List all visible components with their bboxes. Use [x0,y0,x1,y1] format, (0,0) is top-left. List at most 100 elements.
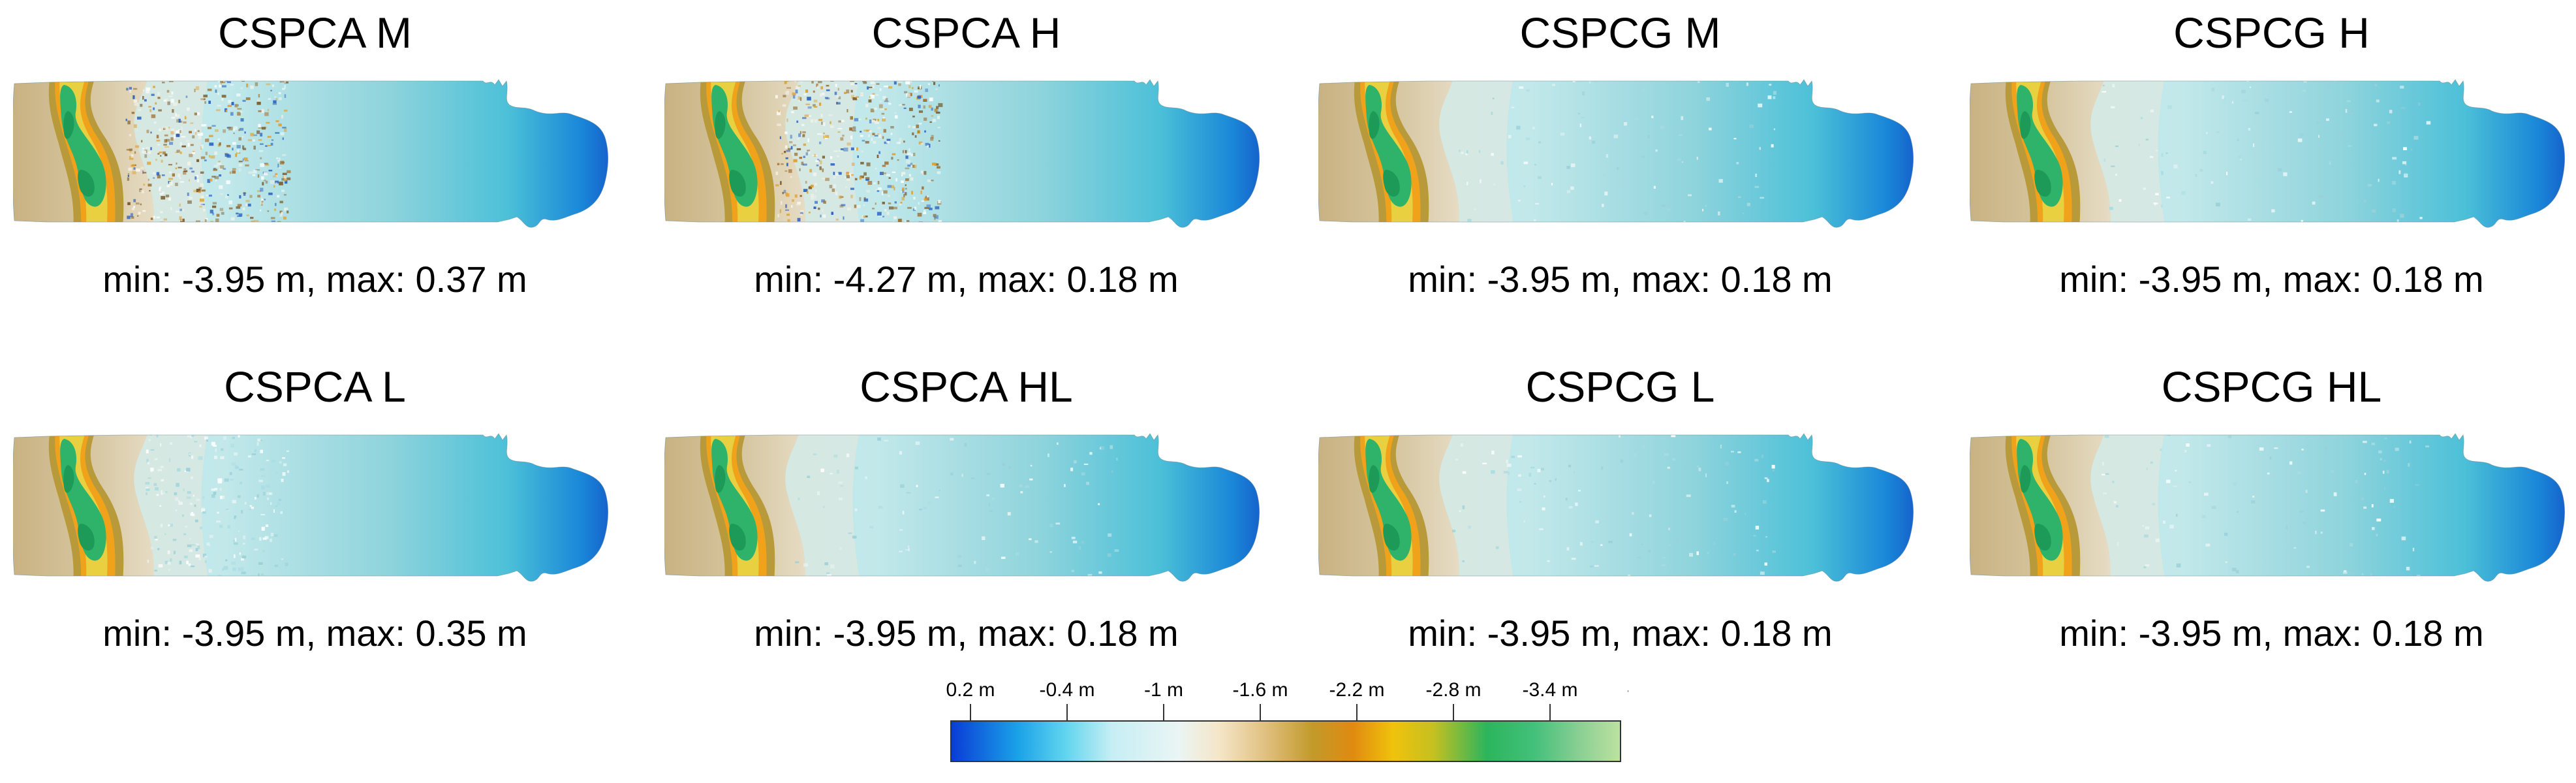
noise-speck [204,219,207,222]
noise-speck [200,526,202,530]
noise-speck [1072,540,1078,543]
noise-speck [901,189,905,193]
noise-speck [216,520,221,523]
noise-speck [133,167,136,170]
noise-speck [823,200,826,204]
noise-speck [865,476,867,479]
noise-speck [2408,463,2410,467]
noise-speck [279,461,282,464]
noise-speck [267,136,272,138]
noise-speck [877,154,879,158]
noise-speck [262,182,264,185]
noise-speck [190,513,194,516]
noise-speck [189,197,193,199]
noise-speck [918,202,920,205]
noise-speck [870,95,875,99]
noise-speck [253,169,257,174]
noise-speck [189,549,193,552]
noise-speck [1549,480,1552,483]
noise-speck [125,118,127,121]
noise-speck [278,157,281,160]
noise-speck [2232,101,2234,104]
noise-speck [971,477,975,479]
panel-range: min: -3.95 m, max: 0.37 m [102,259,527,300]
noise-speck [273,175,277,178]
noise-speck [2211,88,2214,91]
noise-speck [783,95,786,97]
noise-speck [238,129,240,131]
noise-speck [799,81,803,83]
noise-speck [1519,86,1524,89]
noise-speck [1086,481,1089,485]
noise-speck [923,118,927,121]
noise-speck [200,133,204,136]
noise-speck [159,505,162,507]
noise-speck [191,544,196,546]
noise-speck [1492,97,1495,100]
noise-speck [778,110,780,113]
noise-speck [1760,197,1764,199]
noise-speck [150,547,153,549]
noise-speck [878,134,881,138]
noise-speck [845,176,846,178]
noise-speck [2338,133,2343,136]
noise-speck [788,148,792,150]
noise-speck [1591,541,1594,543]
noise-speck [2160,449,2162,451]
noise-speck [135,145,140,148]
noise-speck [191,511,193,514]
noise-speck [273,100,277,104]
panel-range: min: -3.95 m, max: 0.35 m [102,613,527,654]
noise-speck [2350,112,2354,115]
noise-speck [888,202,892,204]
noise-speck [184,116,187,120]
colorbar-tick-label: 0.2 m [946,679,995,701]
noise-speck [1641,543,1643,545]
noise-speck [219,174,222,177]
noise-speck [833,176,836,179]
noise-speck [1057,442,1059,445]
noise-speck [2241,89,2246,93]
noise-speck [922,186,924,190]
noise-speck [2150,109,2154,113]
noise-speck [785,209,789,211]
noise-speck [188,563,191,566]
noise-speck [256,441,259,446]
noise-speck [2296,510,2298,512]
noise-speck [217,575,223,577]
noise-speck [2235,569,2239,573]
noise-speck [1633,453,1636,456]
noise-speck [845,186,848,188]
noise-speck [803,93,807,96]
noise-speck [830,125,834,128]
noise-speck [1698,468,1701,471]
noise-speck [888,103,892,105]
noise-speck [1637,556,1641,558]
noise-speck [1551,183,1553,185]
noise-speck [159,187,161,191]
noise-speck [2150,461,2153,464]
noise-speck [194,129,196,132]
noise-speck [901,191,903,193]
noise-speck [831,223,833,226]
noise-speck [775,171,779,175]
noise-speck [234,515,236,519]
noise-speck [884,86,888,88]
noise-speck [893,80,895,81]
bathymetry-map [13,79,609,228]
noise-speck [264,172,268,176]
noise-speck [2161,204,2163,208]
noise-speck [147,477,151,479]
noise-speck [2233,482,2237,487]
noise-speck [785,192,788,196]
noise-speck [912,132,914,136]
noise-speck [181,127,183,131]
noise-speck [798,133,801,137]
noise-speck [183,121,187,124]
noise-speck [927,179,932,182]
noise-speck [2371,504,2374,507]
noise-speck [1530,466,1535,469]
noise-speck [136,215,139,217]
noise-speck [803,189,808,192]
noise-speck [196,174,199,178]
